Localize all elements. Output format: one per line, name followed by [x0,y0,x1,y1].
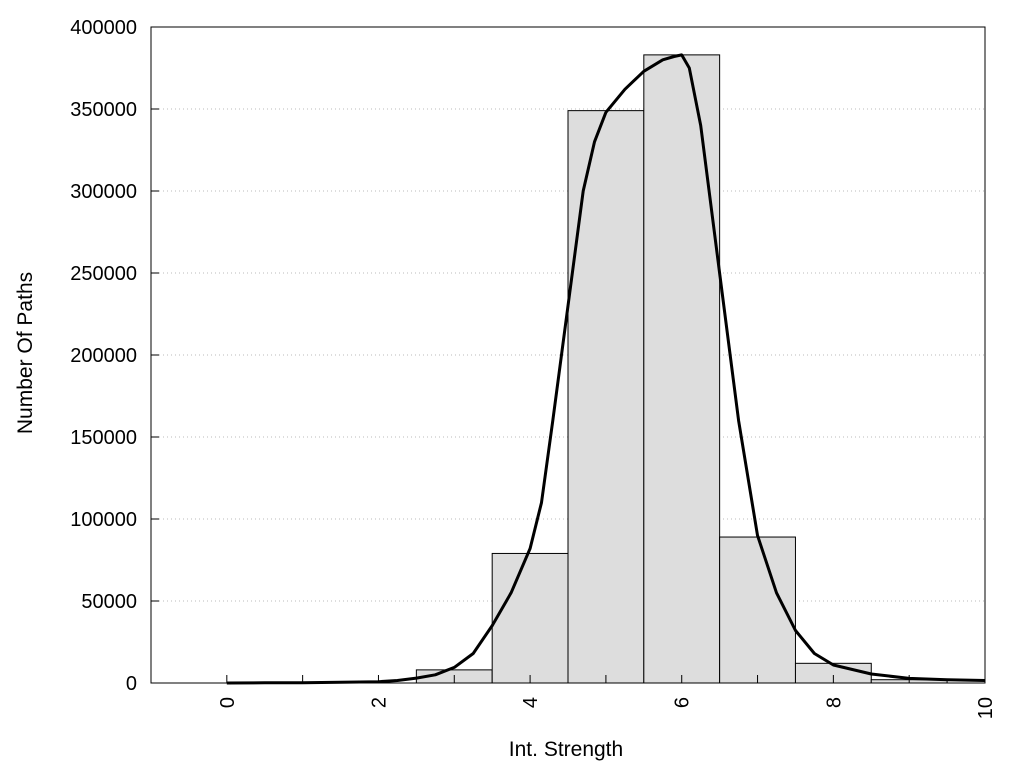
y-tick-label: 400000 [70,17,137,39]
x-tick-label: 8 [823,697,845,708]
x-tick-label: 6 [672,697,694,708]
bar [567,110,645,684]
x-tick-label: 10 [975,697,997,719]
fit-curve [226,53,986,685]
y-axis-title: Number Of Paths [14,272,37,434]
x-tick-label: 2 [368,697,390,708]
y-tick-label: 200000 [70,345,137,367]
y-tick-label: 150000 [70,427,137,449]
bars [415,54,948,684]
x-axis-title: Int. Strength [509,738,623,761]
bar [643,54,721,684]
x-tick-label: 0 [217,697,239,708]
y-tick-label: 100000 [70,509,137,531]
y-tick-label: 50000 [81,591,137,613]
bar [491,552,569,684]
x-axis-ticks: 0 2 4 6 8 10 [217,675,997,719]
bar [719,536,796,684]
x-tick-label: 4 [520,697,542,708]
y-axis-ticks: 0 50000 100000 150000 200000 250000 300000 3500… [70,17,159,695]
fit-curve-group [226,53,986,685]
y-tick-label: 350000 [70,99,137,121]
y-tick-label: 0 [126,673,137,695]
y-tick-label: 300000 [70,181,137,203]
y-tick-label: 250000 [70,263,137,285]
